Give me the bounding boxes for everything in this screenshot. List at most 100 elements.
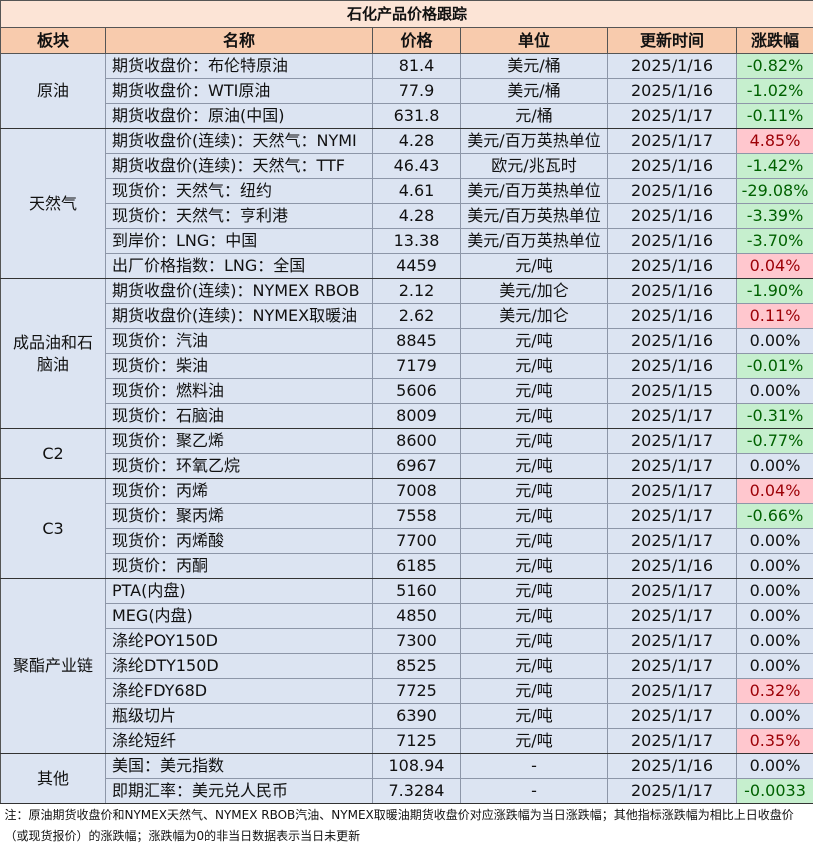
data-row: 期货收盘价：WTI原油 77.9 美元/桶 2025/1/16 -1.02% (1, 78, 813, 104)
change: 0.00% (735, 703, 813, 729)
change: -0.31% (735, 403, 813, 429)
unit: 美元/百万英热单位 (460, 228, 608, 254)
change: 0.00% (735, 653, 813, 679)
item-name: 现货价：燃料油 (105, 378, 373, 404)
item-name: 现货价：天然气：纽约 (105, 178, 373, 204)
unit: 元/吨 (460, 453, 608, 479)
update-date: 2025/1/17 (607, 428, 737, 454)
update-date: 2025/1/16 (607, 203, 737, 229)
item-name: 期货收盘价(连续)：天然气：TTF (105, 153, 373, 179)
data-row: 成品油和石脑油 期货收盘价(连续)：NYMEX RBOB 2.12 美元/加仑 2025… (0, 278, 813, 429)
update-date: 2025/1/17 (607, 128, 737, 154)
change: -0.11% (735, 103, 813, 129)
column-header: 价格 (372, 27, 461, 54)
data-row: 涤纶FDY68D 7725 元/吨 2025/1/17 0.32% (1, 678, 813, 704)
update-date: 2025/1/16 (607, 53, 737, 79)
unit: 元/吨 (460, 628, 608, 654)
update-date: 2025/1/16 (607, 303, 737, 329)
price: 7725 (372, 678, 461, 704)
data-row: 现货价：聚丙烯 7558 元/吨 2025/1/17 -0.66% (1, 503, 813, 529)
data-row: 期货收盘价(连续)：天然气：TTF 46.43 欧元/兆瓦时 2025/1/16 -1.… (1, 153, 813, 179)
change: -0.77% (735, 428, 813, 454)
column-header: 单位 (460, 27, 608, 54)
update-date: 2025/1/17 (607, 503, 737, 529)
table-body: 原油 期货收盘价：布伦特原油 81.4 美元/桶 2025/1/16 -0.82% 期货收盘… (0, 53, 813, 804)
price: 2.12 (372, 278, 461, 304)
price: 77.9 (372, 78, 461, 104)
price: 7.3284 (372, 778, 461, 804)
column-header: 名称 (105, 27, 373, 54)
change: 0.00% (735, 528, 813, 554)
data-row: 出厂价格指数：LNG：全国 4459 元/吨 2025/1/16 0.04% (1, 253, 813, 279)
update-date: 2025/1/17 (607, 528, 737, 554)
price: 4.28 (372, 128, 461, 154)
change: 0.00% (735, 578, 813, 604)
price: 5160 (372, 578, 461, 604)
change: -1.02% (735, 78, 813, 104)
update-date: 2025/1/17 (607, 453, 737, 479)
column-header: 涨跌幅 (735, 27, 813, 54)
unit: 美元/加仑 (460, 303, 608, 329)
unit: 元/吨 (460, 378, 608, 404)
unit: 元/吨 (460, 653, 608, 679)
update-date: 2025/1/17 (607, 778, 737, 804)
price: 4459 (372, 253, 461, 279)
price: 7700 (372, 528, 461, 554)
column-header: 板块 (0, 27, 106, 54)
column-header: 更新时间 (607, 27, 737, 54)
unit: 美元/百万英热单位 (460, 178, 608, 204)
price: 8009 (372, 403, 461, 429)
data-row: 其他 美国：美元指数 108.94-2025/1/16 0.00% (0, 753, 813, 804)
change: -0.01% (735, 353, 813, 379)
price: 7125 (372, 728, 461, 754)
change: 0.00% (735, 328, 813, 354)
item-name: 涤纶短纤 (105, 728, 373, 754)
update-date: 2025/1/16 (607, 328, 737, 354)
item-name: 瓶级切片 (105, 703, 373, 729)
unit: 元/吨 (460, 353, 608, 379)
data-row: 涤纶DTY150D 8525 元/吨 2025/1/17 0.00% (1, 653, 813, 679)
item-name: 现货价：丙酮 (105, 553, 373, 579)
change: 0.04% (735, 253, 813, 279)
change: 0.04% (735, 478, 813, 504)
item-name: 现货价：聚乙烯 (105, 428, 373, 454)
update-date: 2025/1/17 (607, 703, 737, 729)
item-name: 期货收盘价：原油(中国) (105, 103, 373, 129)
unit: 元/吨 (460, 428, 608, 454)
data-row: MEG(内盘) 4850 元/吨 2025/1/17 0.00% (1, 603, 813, 629)
price: 7008 (372, 478, 461, 504)
price: 4.28 (372, 203, 461, 229)
change: -1.42% (735, 153, 813, 179)
change: 0.11% (735, 303, 813, 329)
price: 108.94 (372, 753, 461, 779)
group-name: C2 (0, 428, 106, 479)
data-row: 期货收盘价：原油(中国) 631.8 元/桶 2025/1/17 -0.11% (1, 103, 813, 129)
data-row: 现货价：丙酮 6185 元/吨 2025/1/16 0.00% (1, 553, 813, 579)
update-date: 2025/1/17 (607, 628, 737, 654)
unit: 美元/百万英热单位 (460, 128, 608, 154)
note-row: 注：原油期货收盘价和NYMEX天然气、NYMEX RBOB汽油、NYMEX取暖油… (0, 803, 813, 847)
change: -3.70% (735, 228, 813, 254)
item-name: 期货收盘价：WTI原油 (105, 78, 373, 104)
title-row: 石化产品价格跟踪 (0, 0, 813, 28)
price: 631.8 (372, 103, 461, 129)
item-name: 期货收盘价(连续)：NYMEX RBOB (105, 278, 373, 304)
change: 0.00% (735, 453, 813, 479)
unit: 美元/桶 (460, 53, 608, 79)
update-date: 2025/1/16 (607, 753, 737, 779)
update-date: 2025/1/17 (607, 478, 737, 504)
change: -0.66% (735, 503, 813, 529)
price: 6185 (372, 553, 461, 579)
update-date: 2025/1/16 (607, 278, 737, 304)
price: 8525 (372, 653, 461, 679)
unit: 元/吨 (460, 728, 608, 754)
unit: 元/吨 (460, 503, 608, 529)
data-row: 现货价：天然气：亨利港 4.28 美元/百万英热单位 2025/1/16 -3.39% (1, 203, 813, 229)
update-date: 2025/1/17 (607, 678, 737, 704)
item-name: 到岸价：LNG：中国 (105, 228, 373, 254)
item-name: 现货价：聚丙烯 (105, 503, 373, 529)
change: 0.32% (735, 678, 813, 704)
footnote: 注：原油期货收盘价和NYMEX天然气、NYMEX RBOB汽油、NYMEX取暖油… (0, 803, 813, 847)
price: 7558 (372, 503, 461, 529)
